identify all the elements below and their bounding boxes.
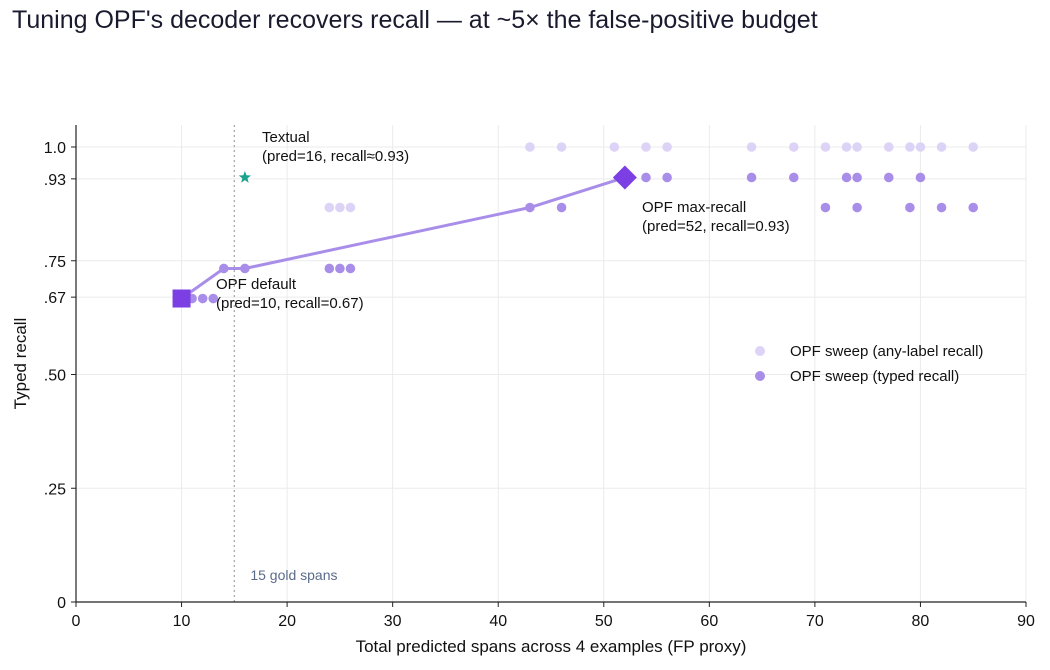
annotation-default-line1: OPF default (216, 276, 297, 293)
point-typed (746, 172, 757, 183)
y-tick-label: .50 (44, 368, 66, 385)
x-tick-label: 20 (278, 613, 296, 630)
point-any-label (525, 142, 535, 152)
point-any-label (915, 142, 926, 152)
gold-spans-label: 15 gold spans (250, 567, 337, 583)
annotation-textual-line2: (pred=16, recall≈0.93) (262, 148, 409, 165)
point-any-label (820, 142, 831, 152)
point-typed (240, 263, 250, 274)
point-any-label (852, 142, 862, 152)
point-any-label (905, 142, 915, 152)
point-any-label (788, 142, 799, 152)
point-typed (852, 202, 862, 213)
y-tick-label: 0 (57, 595, 66, 612)
point-any-label (609, 142, 620, 152)
point-typed (820, 202, 831, 213)
point-typed (852, 172, 862, 183)
annotation-default-line2: (pred=10, recall=0.67) (216, 295, 364, 312)
x-tick-label: 30 (384, 613, 402, 630)
point-typed (218, 263, 229, 274)
x-tick-label: 60 (700, 613, 718, 630)
legend-label-typed: OPF sweep (typed recall) (790, 368, 959, 385)
x-axis-label: Total predicted spans across 4 examples … (356, 637, 747, 656)
marker-opf-default (172, 289, 191, 308)
annotation-textual-line1: Textual (262, 129, 310, 146)
axes (75, 125, 1026, 603)
point-any-label (662, 142, 672, 152)
x-tick-label: 10 (173, 613, 191, 630)
annotation-default: OPF default (pred=10, recall=0.67) (216, 276, 364, 312)
data-points (187, 142, 979, 304)
point-typed (324, 263, 335, 274)
x-ticks: 0 10 20 30 40 50 60 70 80 90 (72, 602, 1035, 630)
x-tick-label: 80 (912, 613, 930, 630)
point-typed (345, 263, 356, 274)
marker-opf-max-recall (612, 165, 637, 190)
point-any-label (335, 202, 345, 213)
point-any-label (841, 142, 852, 152)
point-typed (208, 293, 219, 304)
point-any-label (324, 202, 335, 213)
point-typed (335, 263, 345, 274)
grid-lines (76, 125, 1027, 602)
x-tick-label: 0 (72, 613, 81, 630)
point-typed (525, 202, 535, 213)
reference-layer: 15 gold spans (233, 125, 338, 602)
legend: OPF sweep (any-label recall) OPF sweep (… (755, 343, 983, 385)
annotation-textual: Textual (pred=16, recall≈0.93) (262, 129, 409, 165)
point-typed (883, 172, 894, 183)
point-typed (968, 202, 979, 213)
point-typed (841, 172, 852, 183)
x-tick-label: 40 (489, 613, 507, 630)
point-typed (936, 202, 947, 213)
highlight-markers (172, 165, 637, 308)
point-any-label (641, 142, 651, 152)
y-tick-label: .93 (44, 172, 66, 189)
legend-marker-typed (755, 371, 765, 381)
point-typed (905, 202, 915, 213)
point-typed (197, 293, 208, 304)
legend-label-any-label: OPF sweep (any-label recall) (790, 343, 983, 360)
point-typed (788, 172, 799, 183)
annotation-max-recall-line2: (pred=52, recall=0.93) (642, 218, 790, 235)
point-typed (662, 172, 672, 183)
point-any-label (968, 142, 979, 152)
legend-marker-any-label (755, 346, 765, 356)
point-any-label (556, 142, 567, 152)
y-ticks: 0 .25 .50 .67 .75 .93 1.0 (44, 140, 76, 612)
point-any-label (883, 142, 894, 152)
point-typed (915, 172, 926, 183)
y-tick-label: .25 (44, 481, 66, 498)
point-any-label (936, 142, 947, 152)
y-tick-label: 1.0 (44, 140, 66, 157)
point-any-label (746, 142, 757, 152)
point-any-label (345, 202, 356, 213)
x-tick-label: 50 (595, 613, 613, 630)
point-typed (556, 202, 567, 213)
y-tick-label: .67 (44, 290, 66, 307)
x-tick-label: 90 (1017, 613, 1035, 630)
marker-textual (238, 170, 252, 183)
y-axis-label: Typed recall (11, 318, 30, 410)
annotation-max-recall-line1: OPF max-recall (642, 199, 746, 216)
x-tick-label: 70 (806, 613, 824, 630)
y-tick-label: .75 (44, 254, 66, 271)
chart-title: Tuning OPF's decoder recovers recall — a… (12, 6, 818, 34)
annotations: Textual (pred=16, recall≈0.93) OPF max-r… (216, 129, 790, 312)
annotation-max-recall: OPF max-recall (pred=52, recall=0.93) (642, 199, 790, 235)
point-typed (641, 172, 651, 183)
